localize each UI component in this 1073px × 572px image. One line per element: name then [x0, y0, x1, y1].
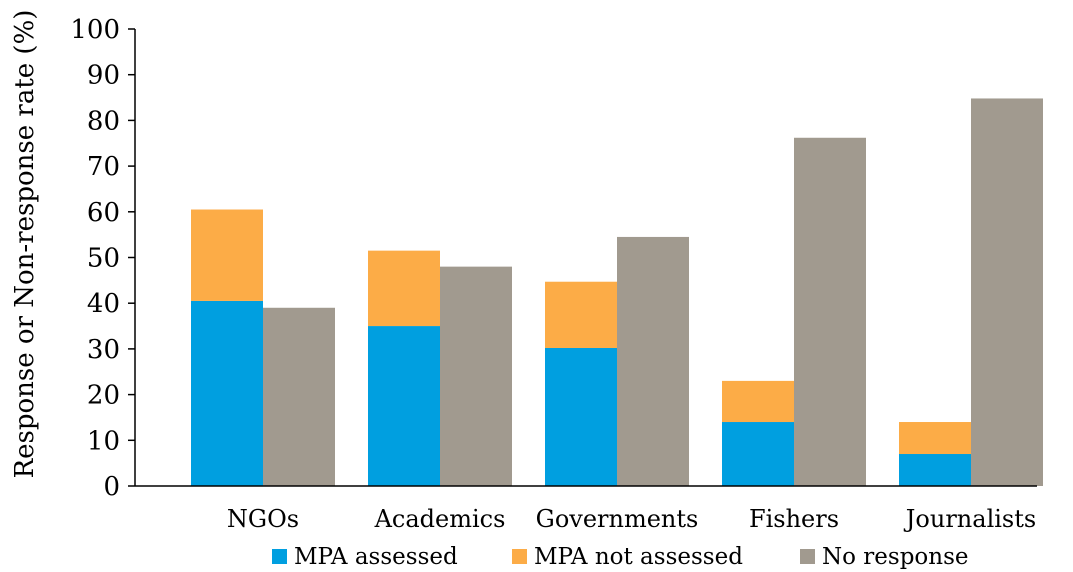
y-tick-label: 80 — [87, 106, 120, 136]
bar-mpa-assessed — [368, 326, 440, 486]
legend-swatch — [800, 549, 815, 564]
x-category-label: Fishers — [749, 505, 839, 533]
bar-no-response — [440, 266, 512, 486]
y-tick-label: 0 — [103, 472, 120, 502]
y-tick-label: 90 — [87, 61, 120, 91]
y-tick-label: 20 — [87, 381, 120, 411]
y-tick-label: 100 — [70, 15, 120, 45]
y-tick-label: 60 — [87, 198, 120, 228]
y-axis-title: Response or Non-response rate (%) — [10, 10, 40, 479]
bar-mpa-assessed — [545, 347, 617, 486]
bar-mpa-not-assessed — [191, 209, 263, 301]
y-tick-label: 40 — [87, 289, 120, 319]
x-category-label: NGOs — [227, 505, 299, 533]
bar-mpa-assessed — [191, 300, 263, 486]
x-category-label: Academics — [374, 505, 506, 533]
bar-mpa-not-assessed — [368, 250, 440, 327]
legend-swatch — [512, 549, 527, 564]
bar-no-response — [794, 137, 866, 487]
bar-mpa-not-assessed — [722, 380, 794, 423]
bar-mpa-not-assessed — [899, 422, 971, 455]
bar-mpa-not-assessed — [545, 281, 617, 348]
bar-no-response — [263, 307, 335, 486]
legend-label: MPA assessed — [294, 544, 458, 570]
y-tick-label: 70 — [87, 152, 120, 182]
bar-mpa-assessed — [899, 454, 971, 486]
x-category-label: Governments — [536, 505, 699, 533]
bar-no-response — [971, 98, 1043, 487]
legend-label: No response — [822, 544, 969, 570]
bar-no-response — [617, 236, 689, 486]
legend-swatch — [272, 549, 287, 564]
x-category-label: Journalists — [903, 505, 1036, 533]
legend-label: MPA not assessed — [534, 544, 743, 570]
y-axis: 0 10 20 30 40 50 60 70 80 90 100 — [70, 15, 136, 502]
x-axis: NGOs Academics Governments Fishers Journalis… — [135, 485, 1037, 533]
bar-mpa-assessed — [722, 422, 794, 486]
y-tick-label: 30 — [87, 335, 120, 365]
bars — [191, 98, 1043, 487]
y-tick-label: 50 — [87, 244, 120, 274]
legend: MPA assessed MPA not assessed No response — [272, 544, 969, 570]
y-tick-label: 10 — [87, 426, 120, 456]
